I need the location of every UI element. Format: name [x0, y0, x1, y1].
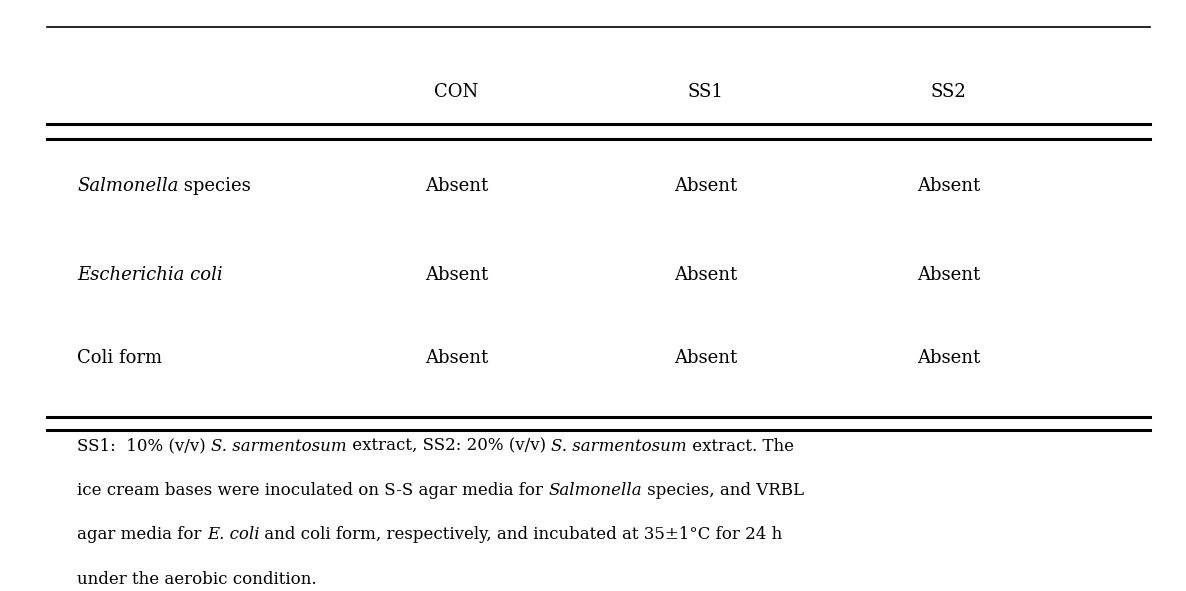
Text: Absent: Absent: [917, 177, 981, 195]
Text: under the aerobic condition.: under the aerobic condition.: [77, 571, 317, 587]
Text: Absent: Absent: [674, 177, 738, 195]
Text: Absent: Absent: [674, 349, 738, 366]
Text: SS2: SS2: [931, 83, 967, 100]
Text: and coli form, respectively, and incubated at 35±1°C for 24 h: and coli form, respectively, and incubat…: [260, 527, 783, 543]
Text: Absent: Absent: [425, 266, 489, 284]
Text: species, and VRBL: species, and VRBL: [642, 482, 804, 499]
Text: Absent: Absent: [674, 266, 738, 284]
Text: CON: CON: [434, 83, 479, 100]
Text: Escherichia coli: Escherichia coli: [77, 266, 223, 284]
Text: extract. The: extract. The: [687, 438, 793, 454]
Text: S. sarmentosum: S. sarmentosum: [551, 438, 687, 454]
Text: E. coli: E. coli: [206, 527, 260, 543]
Text: extract, SS2: 20% (v/v): extract, SS2: 20% (v/v): [346, 438, 551, 454]
Text: Salmonella: Salmonella: [548, 482, 642, 499]
Text: Absent: Absent: [917, 349, 981, 366]
Text: SS1:  10% (v/v): SS1: 10% (v/v): [77, 438, 211, 454]
Text: Absent: Absent: [425, 349, 489, 366]
Text: agar media for: agar media for: [77, 527, 206, 543]
Text: ice cream bases were inoculated on S-S agar media for: ice cream bases were inoculated on S-S a…: [77, 482, 548, 499]
Text: Absent: Absent: [917, 266, 981, 284]
Text: SS1: SS1: [688, 83, 723, 100]
Text: Absent: Absent: [425, 177, 489, 195]
Text: species: species: [178, 177, 251, 195]
Text: Salmonella: Salmonella: [77, 177, 178, 195]
Text: Coli form: Coli form: [77, 349, 162, 366]
Text: S. sarmentosum: S. sarmentosum: [211, 438, 346, 454]
